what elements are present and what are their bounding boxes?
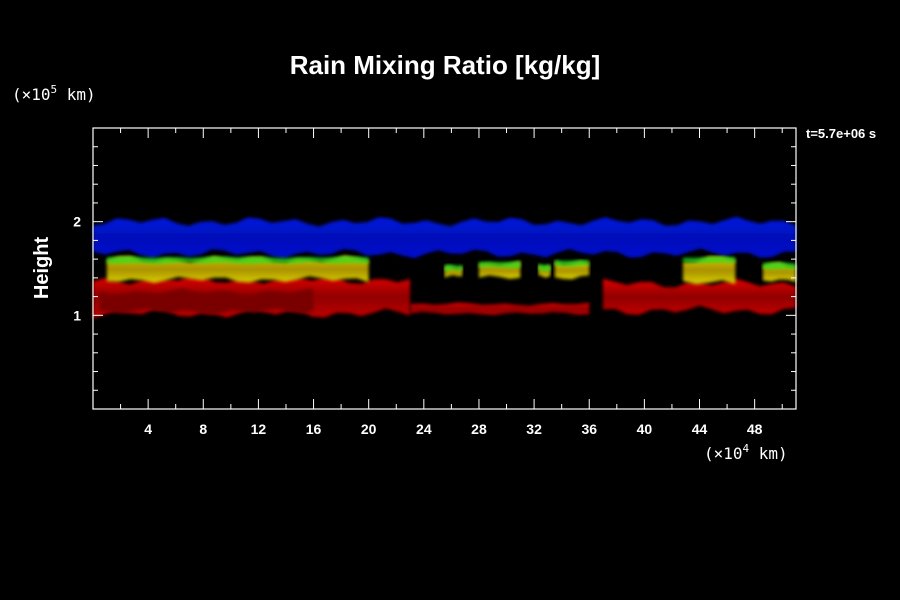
x-axis-unit: (×104 km)	[704, 442, 788, 463]
region-green-edge-6	[554, 259, 590, 267]
x-tick-label: 32	[526, 421, 542, 437]
region-red-10	[410, 302, 590, 315]
time-label: t=5.7e+06 s	[806, 126, 876, 141]
x-tick-label: 40	[637, 421, 653, 437]
region-dark-red-12	[99, 288, 314, 315]
x-tick-label: 24	[416, 421, 432, 437]
region-green-edge-4	[478, 261, 521, 268]
chart-title: Rain Mixing Ratio [kg/kg]	[290, 50, 601, 80]
region-green-edge-2	[106, 256, 369, 264]
data-regions	[93, 216, 796, 319]
x-tick-label: 44	[692, 421, 708, 437]
region-green-edge-3	[444, 264, 463, 272]
region-green-edge-5	[538, 263, 551, 272]
region-blue-1	[93, 216, 796, 259]
region-red-11	[603, 278, 796, 315]
x-tick-label: 20	[361, 421, 377, 437]
x-tick-label: 28	[471, 421, 487, 437]
x-tick-label: 4	[144, 421, 152, 437]
region-yellow-7	[682, 256, 736, 285]
region-green-edge-7	[682, 256, 736, 263]
y-tick-label: 2	[73, 214, 81, 230]
y-axis-unit: (×105 km)	[12, 83, 96, 104]
x-tick-label: 8	[199, 421, 207, 437]
y-axis-label: Height	[31, 237, 53, 300]
x-tick-label: 36	[581, 421, 597, 437]
plot-frame	[92, 127, 797, 410]
x-tick-label: 48	[747, 421, 763, 437]
x-axis: 4 8 12 16 20 24 28 32 36 40 44 48	[92, 128, 783, 437]
region-green-edge-8	[762, 262, 796, 270]
x-tick-label: 12	[251, 421, 267, 437]
y-tick-label: 1	[73, 307, 81, 323]
x-tick-label: 16	[306, 421, 322, 437]
y-axis: 12	[73, 127, 796, 410]
